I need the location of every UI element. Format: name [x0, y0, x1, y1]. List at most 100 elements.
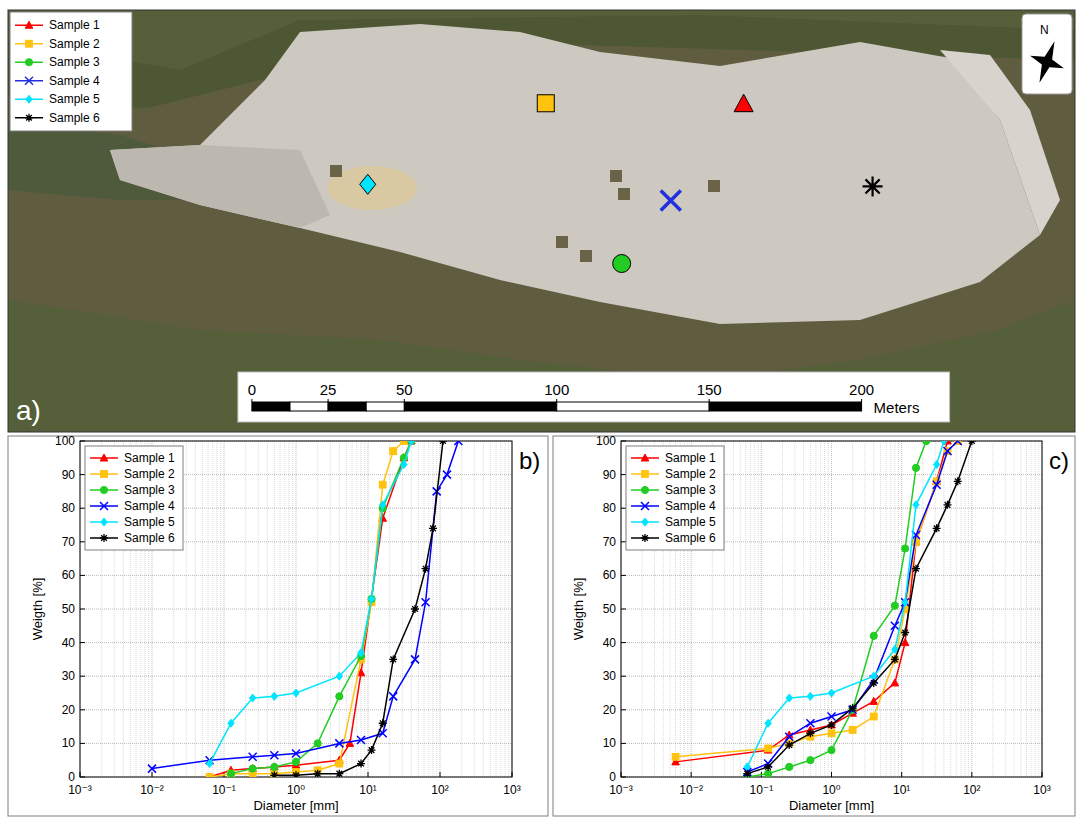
data-point	[807, 692, 813, 700]
scale-tick	[404, 399, 405, 402]
axes: 10⁻³10⁻²10⁻¹10⁰10¹10²10³0102030405060708…	[571, 434, 1051, 813]
data-point	[292, 749, 300, 757]
plot-frame	[80, 441, 512, 777]
legend-marker	[641, 454, 649, 461]
y-tick-label: 40	[603, 636, 617, 650]
data-point	[764, 763, 772, 771]
data-point	[408, 441, 416, 444]
sample-marker	[734, 94, 753, 112]
scale-tick-label: 25	[320, 381, 337, 398]
legend-marker	[101, 471, 108, 478]
data-point	[954, 477, 962, 485]
data-point	[148, 765, 156, 773]
y-tick-label: 50	[603, 602, 617, 616]
data-point	[379, 501, 385, 509]
data-point	[786, 763, 793, 770]
y-tick	[621, 777, 626, 778]
data-point	[270, 771, 278, 777]
sand-patch	[327, 166, 417, 210]
data-point	[335, 770, 343, 777]
data-point	[293, 689, 299, 697]
data-point	[933, 524, 941, 532]
legend-label: Sample 6	[665, 531, 716, 545]
y-axis-title: Weigth [%]	[30, 578, 45, 641]
data-point	[271, 692, 277, 700]
y-tick	[621, 575, 626, 576]
data-point	[828, 721, 836, 729]
legend-marker	[641, 534, 649, 542]
x-tick	[831, 772, 832, 777]
x-tick-label: 10⁻²	[679, 783, 703, 797]
data-point	[933, 461, 939, 469]
x-tick-label: 10⁻¹	[212, 783, 236, 797]
y-tick	[80, 474, 85, 475]
data-point	[249, 694, 255, 702]
data-point	[870, 697, 878, 704]
scale-bar: 02550100150200Meters	[238, 372, 950, 422]
y-grid	[80, 609, 512, 610]
data-point	[901, 629, 909, 637]
y-grid	[80, 642, 512, 643]
series-line	[747, 441, 958, 772]
data-point	[923, 441, 930, 445]
data-point	[292, 758, 299, 765]
y-tick-label: 10	[603, 736, 617, 750]
data-point	[271, 763, 279, 770]
data-point	[206, 760, 212, 768]
legend-label: Sample 6	[49, 111, 100, 125]
minor-grid	[820, 441, 821, 777]
scale-tick	[556, 399, 557, 402]
y-tick-label: 0	[68, 770, 75, 784]
data-point	[944, 501, 952, 509]
y-tick-label: 60	[603, 568, 617, 582]
x-tick	[368, 772, 369, 777]
x-tick	[512, 772, 513, 777]
x-tick-label: 10⁰	[287, 783, 305, 797]
x-tick-label: 10⁻³	[609, 783, 633, 797]
data-point	[336, 693, 343, 700]
legend: Sample 1Sample 2Sample 3Sample 4Sample 5…	[626, 446, 724, 550]
data-point	[357, 760, 365, 768]
scale-unit: Meters	[874, 399, 920, 416]
y-tick	[80, 777, 85, 778]
y-tick-label: 50	[62, 602, 76, 616]
sample-marker	[360, 174, 376, 194]
grid	[621, 441, 1042, 777]
vegetation	[8, 10, 1075, 432]
y-tick-label: 0	[609, 770, 616, 784]
y-tick-label: 100	[55, 434, 75, 448]
data-point	[454, 441, 462, 445]
data-point	[849, 704, 857, 712]
legend-label: Sample 2	[124, 467, 175, 481]
data-point	[870, 679, 878, 687]
data-point	[828, 689, 834, 697]
sample-marker	[537, 95, 554, 112]
y-tick-label: 100	[596, 434, 616, 448]
data-point	[765, 745, 772, 752]
series-line	[747, 441, 972, 774]
data-point	[390, 448, 397, 455]
y-tick-label: 90	[603, 468, 617, 482]
data-point	[913, 501, 919, 509]
data-point	[933, 481, 941, 489]
x-tick-label: 10³	[503, 783, 520, 797]
scale-tick	[709, 399, 710, 402]
grid	[80, 441, 512, 777]
scale-tick-label: 200	[849, 381, 874, 398]
legend-marker	[100, 502, 108, 510]
minor-grid	[782, 441, 783, 777]
data-point	[954, 441, 962, 445]
legend-box	[10, 12, 132, 131]
legend-label: Sample 6	[124, 531, 175, 545]
y-grid	[621, 575, 1042, 576]
x-tick-label: 10⁻³	[68, 783, 92, 797]
data-point	[765, 770, 772, 777]
y-tick	[80, 441, 85, 442]
x-tick	[691, 772, 692, 777]
y-tick	[80, 575, 85, 576]
data-point	[368, 746, 376, 754]
y-tick-label: 70	[603, 535, 617, 549]
x-axis-title: Diameter [mm]	[253, 798, 338, 813]
data-point	[941, 441, 947, 445]
shrub	[610, 170, 622, 182]
